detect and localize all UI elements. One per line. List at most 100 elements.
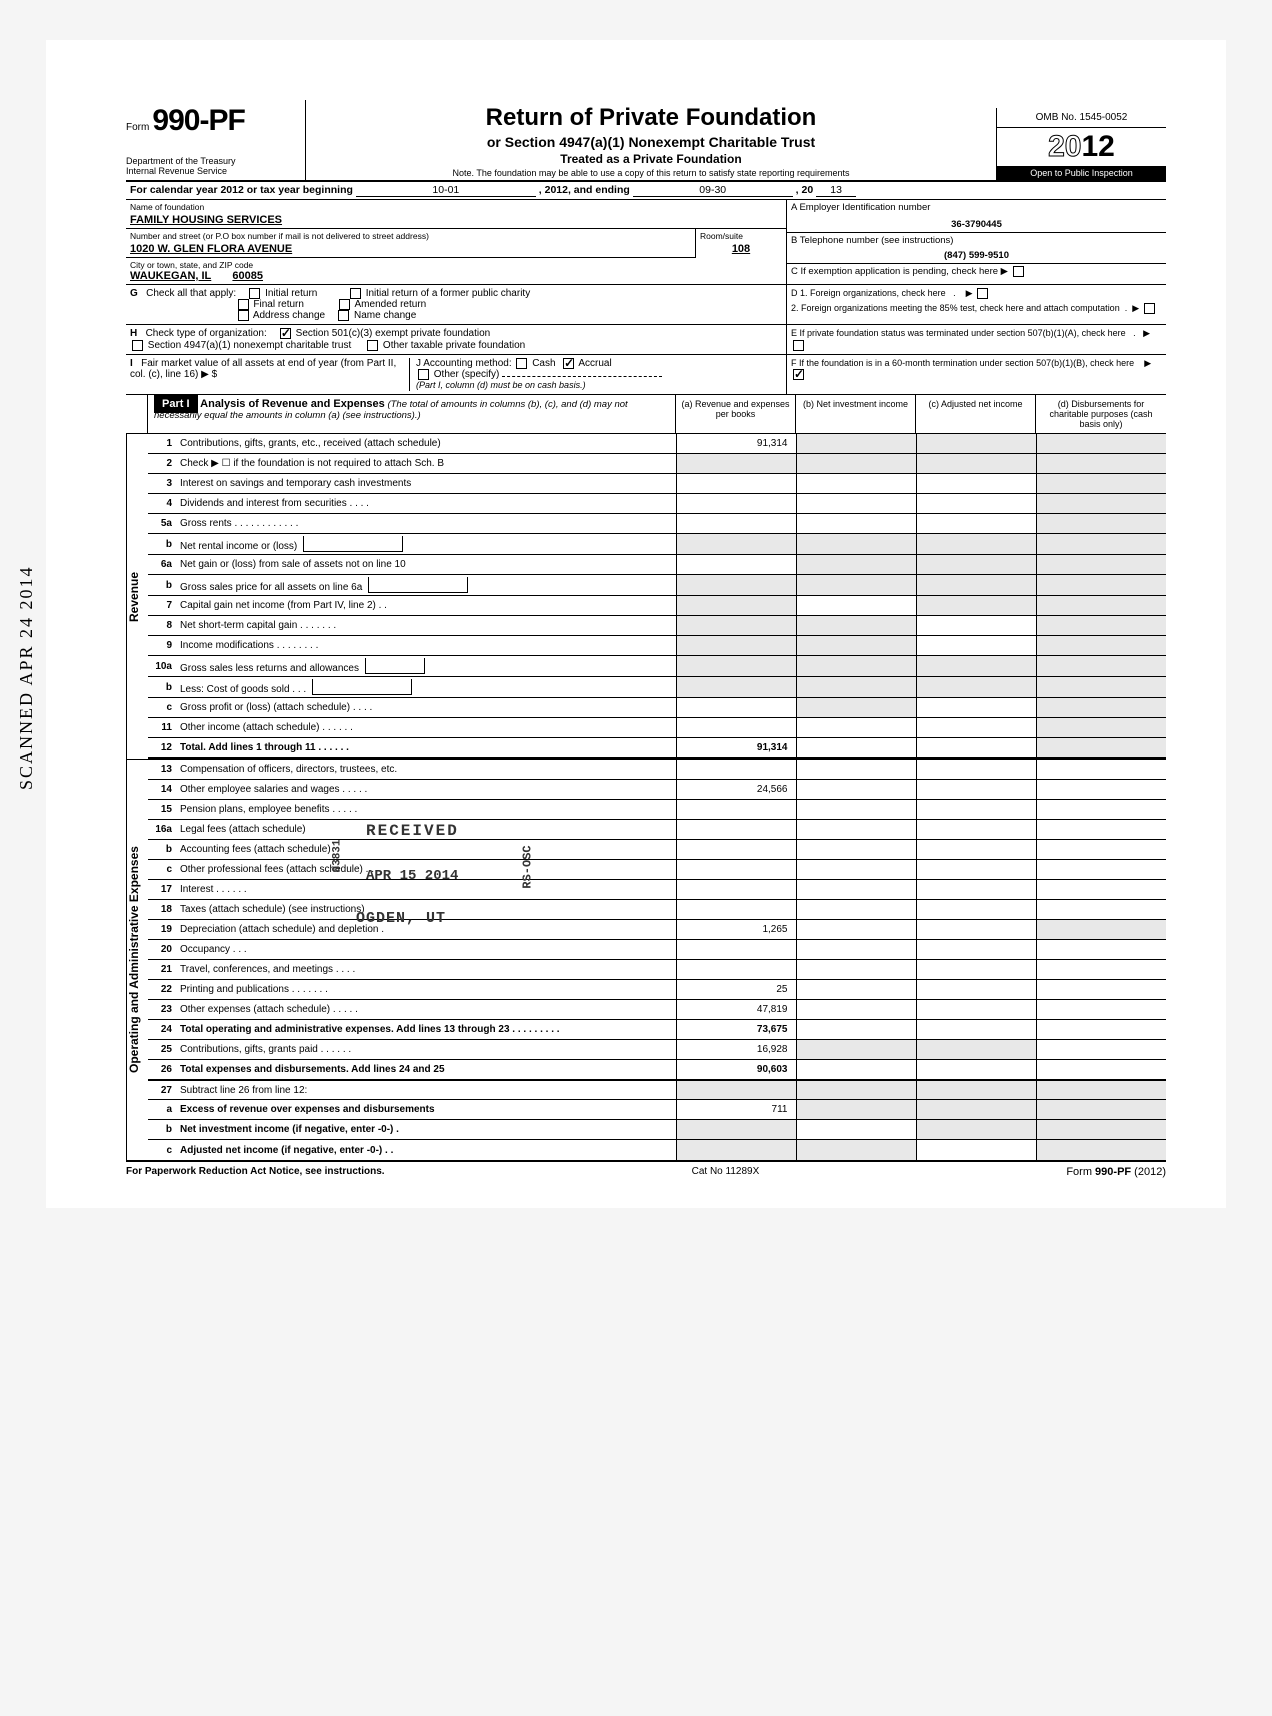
form-number: 990-PF [152,104,244,137]
e-checkbox[interactable] [793,340,804,351]
g-namechange-checkbox[interactable] [338,310,349,321]
form-prefix: Form [126,122,149,133]
expenses-body: 13Compensation of officers, directors, t… [148,760,1166,1160]
table-row: 13Compensation of officers, directors, t… [148,760,1166,780]
year-solid: 12 [1082,130,1115,163]
foundation-info: Name of foundation FAMILY HOUSING SERVIC… [126,200,1166,285]
h-other-checkbox[interactable] [367,340,378,351]
table-row: bGross sales price for all assets on lin… [148,575,1166,596]
foundation-ein: 36-3790445 [791,219,1162,230]
table-row: 23Other expenses (attach schedule) . . .… [148,1000,1166,1020]
table-row: 8Net short-term capital gain . . . . . .… [148,616,1166,636]
addr-label: Number and street (or P.O box number if … [130,231,691,241]
part1-header: Part I Analysis of Revenue and Expenses … [126,395,1166,434]
i-label: I [130,358,133,369]
inset-box [303,536,403,552]
other-checkbox[interactable] [418,369,429,380]
j-text: J Accounting method: [416,358,512,369]
g-text: Check all that apply: [146,288,236,299]
foundation-city: WAUKEGAN, IL [130,270,211,282]
c-checkbox[interactable] [1013,266,1024,277]
d2-checkbox[interactable] [1144,303,1155,314]
row-i: I Fair market value of all assets at end… [126,355,1166,395]
table-row: 21Travel, conferences, and meetings . . … [148,960,1166,980]
g-addrchange-checkbox[interactable] [238,310,249,321]
foundation-tel: (847) 599-9510 [791,250,1162,261]
revenue-side-label: Revenue [126,434,148,759]
irs-label: Internal Revenue Service [126,166,299,176]
addr-row: Number and street (or P.O box number if … [126,229,786,258]
g-opt0: Initial return [265,288,317,299]
table-row: 27Subtract line 26 from line 12: [148,1080,1166,1100]
g-initial-checkbox[interactable] [249,288,260,299]
col-b-head: (b) Net investment income [796,395,916,433]
f-checkbox[interactable] [793,369,804,380]
f-label: F If the foundation is in a 60-month ter… [791,358,1134,368]
table-row: 17Interest . . . . . . [148,880,1166,900]
inset-box [312,679,412,695]
revenue-table: 1Contributions, gifts, grants, etc., rec… [148,434,1166,759]
cash-checkbox[interactable] [516,358,527,369]
d1-label: D 1. Foreign organizations, check here [791,288,946,298]
g-final-checkbox[interactable] [238,299,249,310]
i-fmv: I Fair market value of all assets at end… [130,358,410,391]
table-row: bAccounting fees (attach schedule) [148,840,1166,860]
g-opt4: Amended return [355,299,427,310]
cal-end-year: 13 [816,184,856,197]
i-text1: Fair market value of all assets at end o… [130,358,396,380]
title-main: Return of Private Foundation [314,104,988,132]
form-header: Form 990-PF Department of the Treasury I… [126,100,1166,182]
info-right: A Employer Identification number 36-3790… [786,200,1166,284]
form-page: SCANNED APR 24 2014 Form 990-PF Departme… [46,40,1226,1208]
accrual-checkbox[interactable] [563,358,574,369]
g-opt2: Address change [253,310,325,321]
d1-checkbox[interactable] [977,288,988,299]
cal-prefix: For calendar year 2012 or tax year begin… [130,184,353,196]
table-row: 6aNet gain or (loss) from sale of assets… [148,555,1166,575]
date-stamp: APR 15 2014 [366,868,458,884]
row-i-left: I Fair market value of all assets at end… [126,355,786,394]
table-row: 15Pension plans, employee benefits . . .… [148,800,1166,820]
g-opt1: Final return [253,299,304,310]
city-label: City or town, state, and ZIP code [130,260,782,270]
addr-cell: Number and street (or P.O box number if … [126,229,696,258]
h-label: H [130,329,137,340]
row-i-right: F If the foundation is in a 60-month ter… [786,355,1166,394]
cal-mid: , 2012, and ending [539,184,630,196]
foundation-room: 108 [700,243,782,255]
c-cell: C If exemption application is pending, c… [787,264,1166,279]
other-label: Other (specify) [434,369,500,380]
table-row: bNet rental income or (loss) [148,534,1166,555]
col-c-head: (c) Adjusted net income [916,395,1036,433]
code2-stamp: RS-OSC [521,845,535,888]
cal-begin: 10-01 [356,184,536,197]
foundation-addr: 1020 W. GLEN FLORA AVENUE [130,243,691,255]
row-h-right: E If private foundation status was termi… [786,325,1166,353]
scanned-stamp: SCANNED APR 24 2014 [16,565,37,790]
table-row: 24Total operating and administrative exp… [148,1020,1166,1040]
inset-box [368,577,468,593]
accrual-label: Accrual [578,358,611,369]
ogden-stamp: OGDEN, UT [356,910,446,927]
g-amended-checkbox[interactable] [339,299,350,310]
cash-label: Cash [532,358,555,369]
h-501c3-checkbox[interactable] [280,328,291,339]
received-stamp: RECEIVED [366,822,459,840]
g-former-checkbox[interactable] [350,288,361,299]
year-outline: 20 [1048,130,1081,163]
name-cell: Name of foundation FAMILY HOUSING SERVIC… [126,200,786,229]
row-g-left: G Check all that apply: Initial return I… [126,285,786,324]
i-note: (Part I, column (d) must be on cash basi… [416,380,586,390]
footer-left: For Paperwork Reduction Act Notice, see … [126,1166,385,1178]
part1-desc-cell: Part I Analysis of Revenue and Expenses … [148,395,676,433]
h-4947-checkbox[interactable] [132,340,143,351]
table-row: 9Income modifications . . . . . . . . [148,636,1166,656]
g-opt3: Initial return of a former public charit… [366,288,531,299]
tax-year: 2012 [997,128,1166,166]
i-accounting: J Accounting method: Cash Accrual Other … [410,358,782,391]
table-row: 20Occupancy . . . [148,940,1166,960]
tel-cell: B Telephone number (see instructions) (8… [787,233,1166,264]
part1-gutter [126,395,148,433]
table-row: 22Printing and publications . . . . . . … [148,980,1166,1000]
table-row: bNet investment income (if negative, ent… [148,1120,1166,1140]
